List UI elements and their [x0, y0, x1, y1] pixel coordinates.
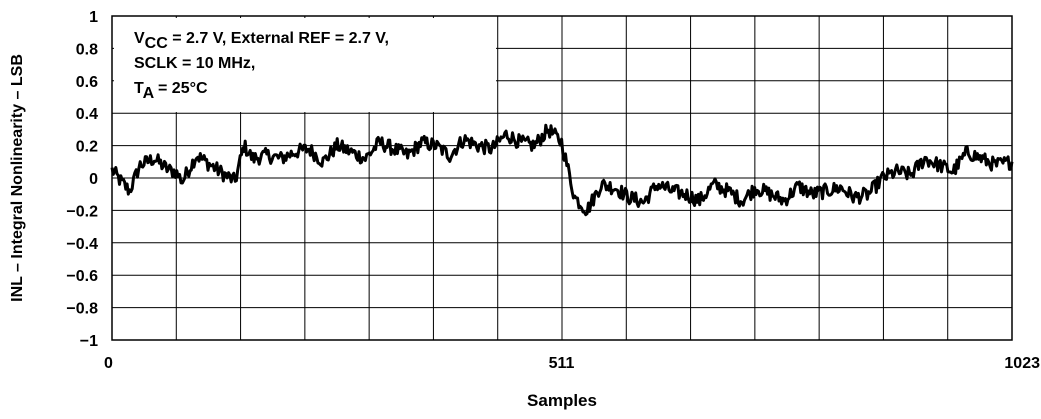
y-tick-label: −0.8 — [66, 301, 98, 318]
y-tick-label: 0.4 — [76, 106, 98, 123]
annotation-vcc-subscript: CC — [145, 35, 169, 52]
y-tick-labels: 1 0.8 0.6 0.4 0.2 0 −0.2 −0.4 −0.6 −0.8 −1 — [66, 9, 98, 350]
annotation-ta-symbol: T — [134, 80, 144, 97]
x-tick-label: 511 — [549, 355, 575, 372]
annotation-line-sclk: SCLK = 10 MHz, — [134, 55, 255, 72]
x-tick-label: 1023 — [1004, 355, 1040, 372]
y-tick-label: −0.6 — [66, 268, 98, 285]
annotation-ta-text: = 25°C — [154, 80, 208, 97]
inl-series-line — [110, 123, 1014, 217]
conditions-annotation: VCC = 2.7 V, External REF = 2.7 V, SCLK … — [114, 18, 496, 112]
y-tick-label: 0.8 — [76, 41, 98, 58]
annotation-line-vcc: VCC = 2.7 V, External REF = 2.7 V, — [134, 30, 389, 52]
y-axis-label: INL – Integral Nonlinearity – LSB — [9, 54, 26, 302]
annotation-ta-subscript: A — [143, 85, 155, 102]
y-tick-label: 0.2 — [76, 139, 98, 156]
plot-frame — [111, 15, 1013, 341]
annotation-vcc-symbol: V — [134, 30, 145, 47]
annotation-line-ta: TA = 25°C — [134, 80, 208, 102]
y-tick-label: −1 — [80, 333, 98, 350]
y-tick-label: 0 — [89, 171, 98, 188]
x-axis-label: Samples — [527, 391, 597, 410]
annotation-vcc-text: = 2.7 V, External REF = 2.7 V, — [168, 30, 389, 47]
x-tick-label: 0 — [104, 355, 113, 372]
y-tick-label: −0.4 — [66, 236, 98, 253]
y-tick-label: 0.6 — [76, 74, 98, 91]
x-tick-labels: 0 511 1023 — [104, 355, 1040, 372]
y-tick-label: 1 — [89, 9, 98, 26]
inl-trace — [110, 123, 1014, 217]
y-tick-label: −0.2 — [66, 203, 98, 220]
